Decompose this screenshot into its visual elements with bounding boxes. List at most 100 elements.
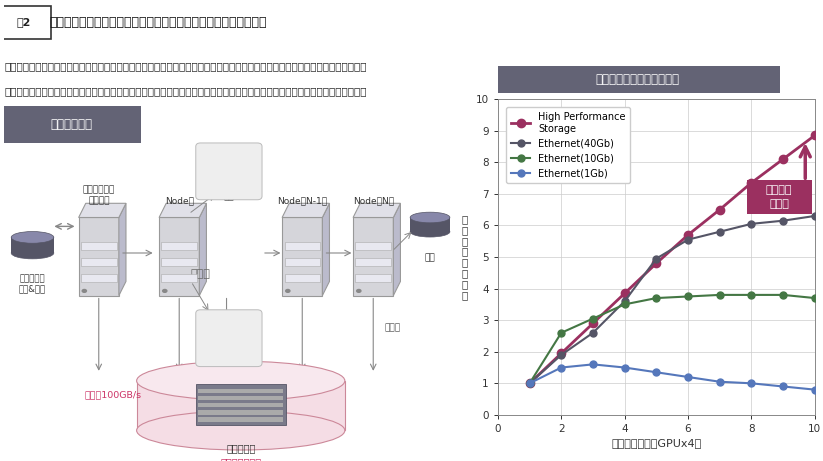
Ethernet(40Gb) <box>651 256 661 261</box>
Ethernet(40Gb) <box>810 213 820 219</box>
Circle shape <box>285 289 291 293</box>
Bar <box>285 274 320 282</box>
Ethernet(10Gb) <box>525 381 535 386</box>
Text: 図2: 図2 <box>16 17 30 27</box>
Polygon shape <box>393 203 401 296</box>
Bar <box>79 218 119 296</box>
Bar <box>353 218 393 296</box>
High Performance
Storage <box>683 232 693 238</box>
Ethernet(1Gb) <box>588 361 597 367</box>
High Performance
Storage <box>588 320 597 326</box>
Polygon shape <box>159 203 207 218</box>
Polygon shape <box>282 203 329 218</box>
Text: 学習モデル: 学習モデル <box>226 443 255 453</box>
Circle shape <box>162 289 168 293</box>
Polygon shape <box>199 203 207 296</box>
Line: Ethernet(1Gb): Ethernet(1Gb) <box>526 361 818 393</box>
Ellipse shape <box>137 411 345 450</box>
Ethernet(40Gb) <box>714 229 725 235</box>
Circle shape <box>81 289 87 293</box>
Ethernet(1Gb) <box>714 379 725 384</box>
Ethernet(10Gb) <box>778 292 788 298</box>
Line: Ethernet(40Gb): Ethernet(40Gb) <box>526 213 818 387</box>
FancyBboxPatch shape <box>495 66 780 93</box>
X-axis label: 計算ノード数（GPUx4）: 計算ノード数（GPUx4） <box>611 438 701 448</box>
Bar <box>198 410 283 414</box>
FancyBboxPatch shape <box>0 6 51 39</box>
Text: 東芝が生み出した新たな並列分散学習技術では、パラメーターサーバーとそれ以外のコンピュータ間の学習モデルのやり取りを、: 東芝が生み出した新たな並列分散学習技術では、パラメーターサーバーとそれ以外のコン… <box>4 61 366 71</box>
Ethernet(40Gb) <box>746 221 756 227</box>
Ethernet(10Gb) <box>683 294 693 299</box>
High Performance
Storage <box>714 207 725 213</box>
High Performance
Storage <box>810 133 820 138</box>
Text: 学習モデルを高速ストレージで共有する新たな並列分散学習技術: 学習モデルを高速ストレージで共有する新たな並列分散学習技術 <box>49 16 267 29</box>
Legend: High Performance
Storage, Ethernet(40Gb), Ethernet(10Gb), Ethernet(1Gb): High Performance Storage, Ethernet(40Gb)… <box>506 107 630 183</box>
Ellipse shape <box>209 331 249 342</box>
Bar <box>198 417 283 422</box>
Line: High Performance
Storage: High Performance Storage <box>525 131 819 388</box>
Text: 学習: 学習 <box>224 356 235 365</box>
Text: システム構成: システム構成 <box>51 118 93 131</box>
Ethernet(40Gb) <box>525 381 535 386</box>
Text: 合計：100GB/s: 合計：100GB/s <box>85 390 142 400</box>
Bar <box>198 389 283 393</box>
FancyBboxPatch shape <box>2 106 142 143</box>
High Performance
Storage <box>651 260 661 266</box>
Ethernet(40Gb) <box>588 330 597 336</box>
Text: ・・・: ・・・ <box>191 269 211 279</box>
Ethernet(1Gb) <box>525 381 535 386</box>
FancyBboxPatch shape <box>746 180 811 214</box>
Ethernet(1Gb) <box>810 387 820 392</box>
Ethernet(10Gb) <box>556 330 566 336</box>
Bar <box>137 381 345 431</box>
Text: パラメーター
サーバー: パラメーター サーバー <box>82 186 115 205</box>
Ethernet(1Gb) <box>651 370 661 375</box>
FancyBboxPatch shape <box>196 143 262 200</box>
Ethernet(40Gb) <box>620 298 630 304</box>
Ellipse shape <box>410 212 450 223</box>
Ellipse shape <box>209 162 249 173</box>
Bar <box>161 274 197 282</box>
Ethernet(10Gb) <box>810 296 820 301</box>
Bar <box>81 274 117 282</box>
Line: Ethernet(10Gb): Ethernet(10Gb) <box>526 291 818 387</box>
Text: 学習: 学習 <box>425 253 435 262</box>
FancyBboxPatch shape <box>196 310 262 366</box>
Ethernet(1Gb) <box>683 374 693 380</box>
Bar <box>356 258 391 266</box>
Ellipse shape <box>137 361 345 400</box>
High Performance
Storage <box>746 180 756 186</box>
Ethernet(1Gb) <box>556 365 566 370</box>
Ethernet(40Gb) <box>778 218 788 224</box>
Ellipse shape <box>12 247 53 259</box>
Bar <box>161 242 197 250</box>
Ellipse shape <box>410 226 450 237</box>
Bar <box>285 258 320 266</box>
Bar <box>282 218 323 296</box>
Bar <box>285 242 320 250</box>
Ethernet(10Gb) <box>651 296 661 301</box>
Text: 計算ノード数に対する性能: 計算ノード数に対する性能 <box>595 73 679 86</box>
Bar <box>410 218 450 232</box>
Bar <box>161 258 197 266</box>
Text: 高速ストレージ: 高速ストレージ <box>221 457 261 461</box>
Ethernet(10Gb) <box>588 316 597 321</box>
Text: Node（N-1）: Node（N-1） <box>277 196 328 205</box>
Bar <box>198 403 283 408</box>
Text: 学習: 学習 <box>224 193 235 201</box>
Text: 学習モデル
結合&更新: 学習モデル 結合&更新 <box>19 274 46 294</box>
Bar <box>12 237 53 253</box>
Ethernet(1Gb) <box>620 365 630 370</box>
Bar <box>81 242 117 250</box>
Text: Node（N）: Node（N） <box>353 196 393 205</box>
High Performance
Storage <box>556 350 566 356</box>
Polygon shape <box>79 203 126 218</box>
Bar <box>81 258 117 266</box>
Bar <box>196 384 286 425</box>
Circle shape <box>356 289 361 293</box>
High Performance
Storage <box>620 290 630 296</box>
Text: イーサーネットから高速ストレージに変更。計算ノード数を増やしたときの計算効率を、大幅に向上できることを確認しました。: イーサーネットから高速ストレージに変更。計算ノード数を増やしたときの計算効率を、… <box>4 87 366 97</box>
Polygon shape <box>119 203 126 296</box>
Text: 専用線: 専用線 <box>384 323 400 332</box>
Ethernet(10Gb) <box>620 301 630 307</box>
